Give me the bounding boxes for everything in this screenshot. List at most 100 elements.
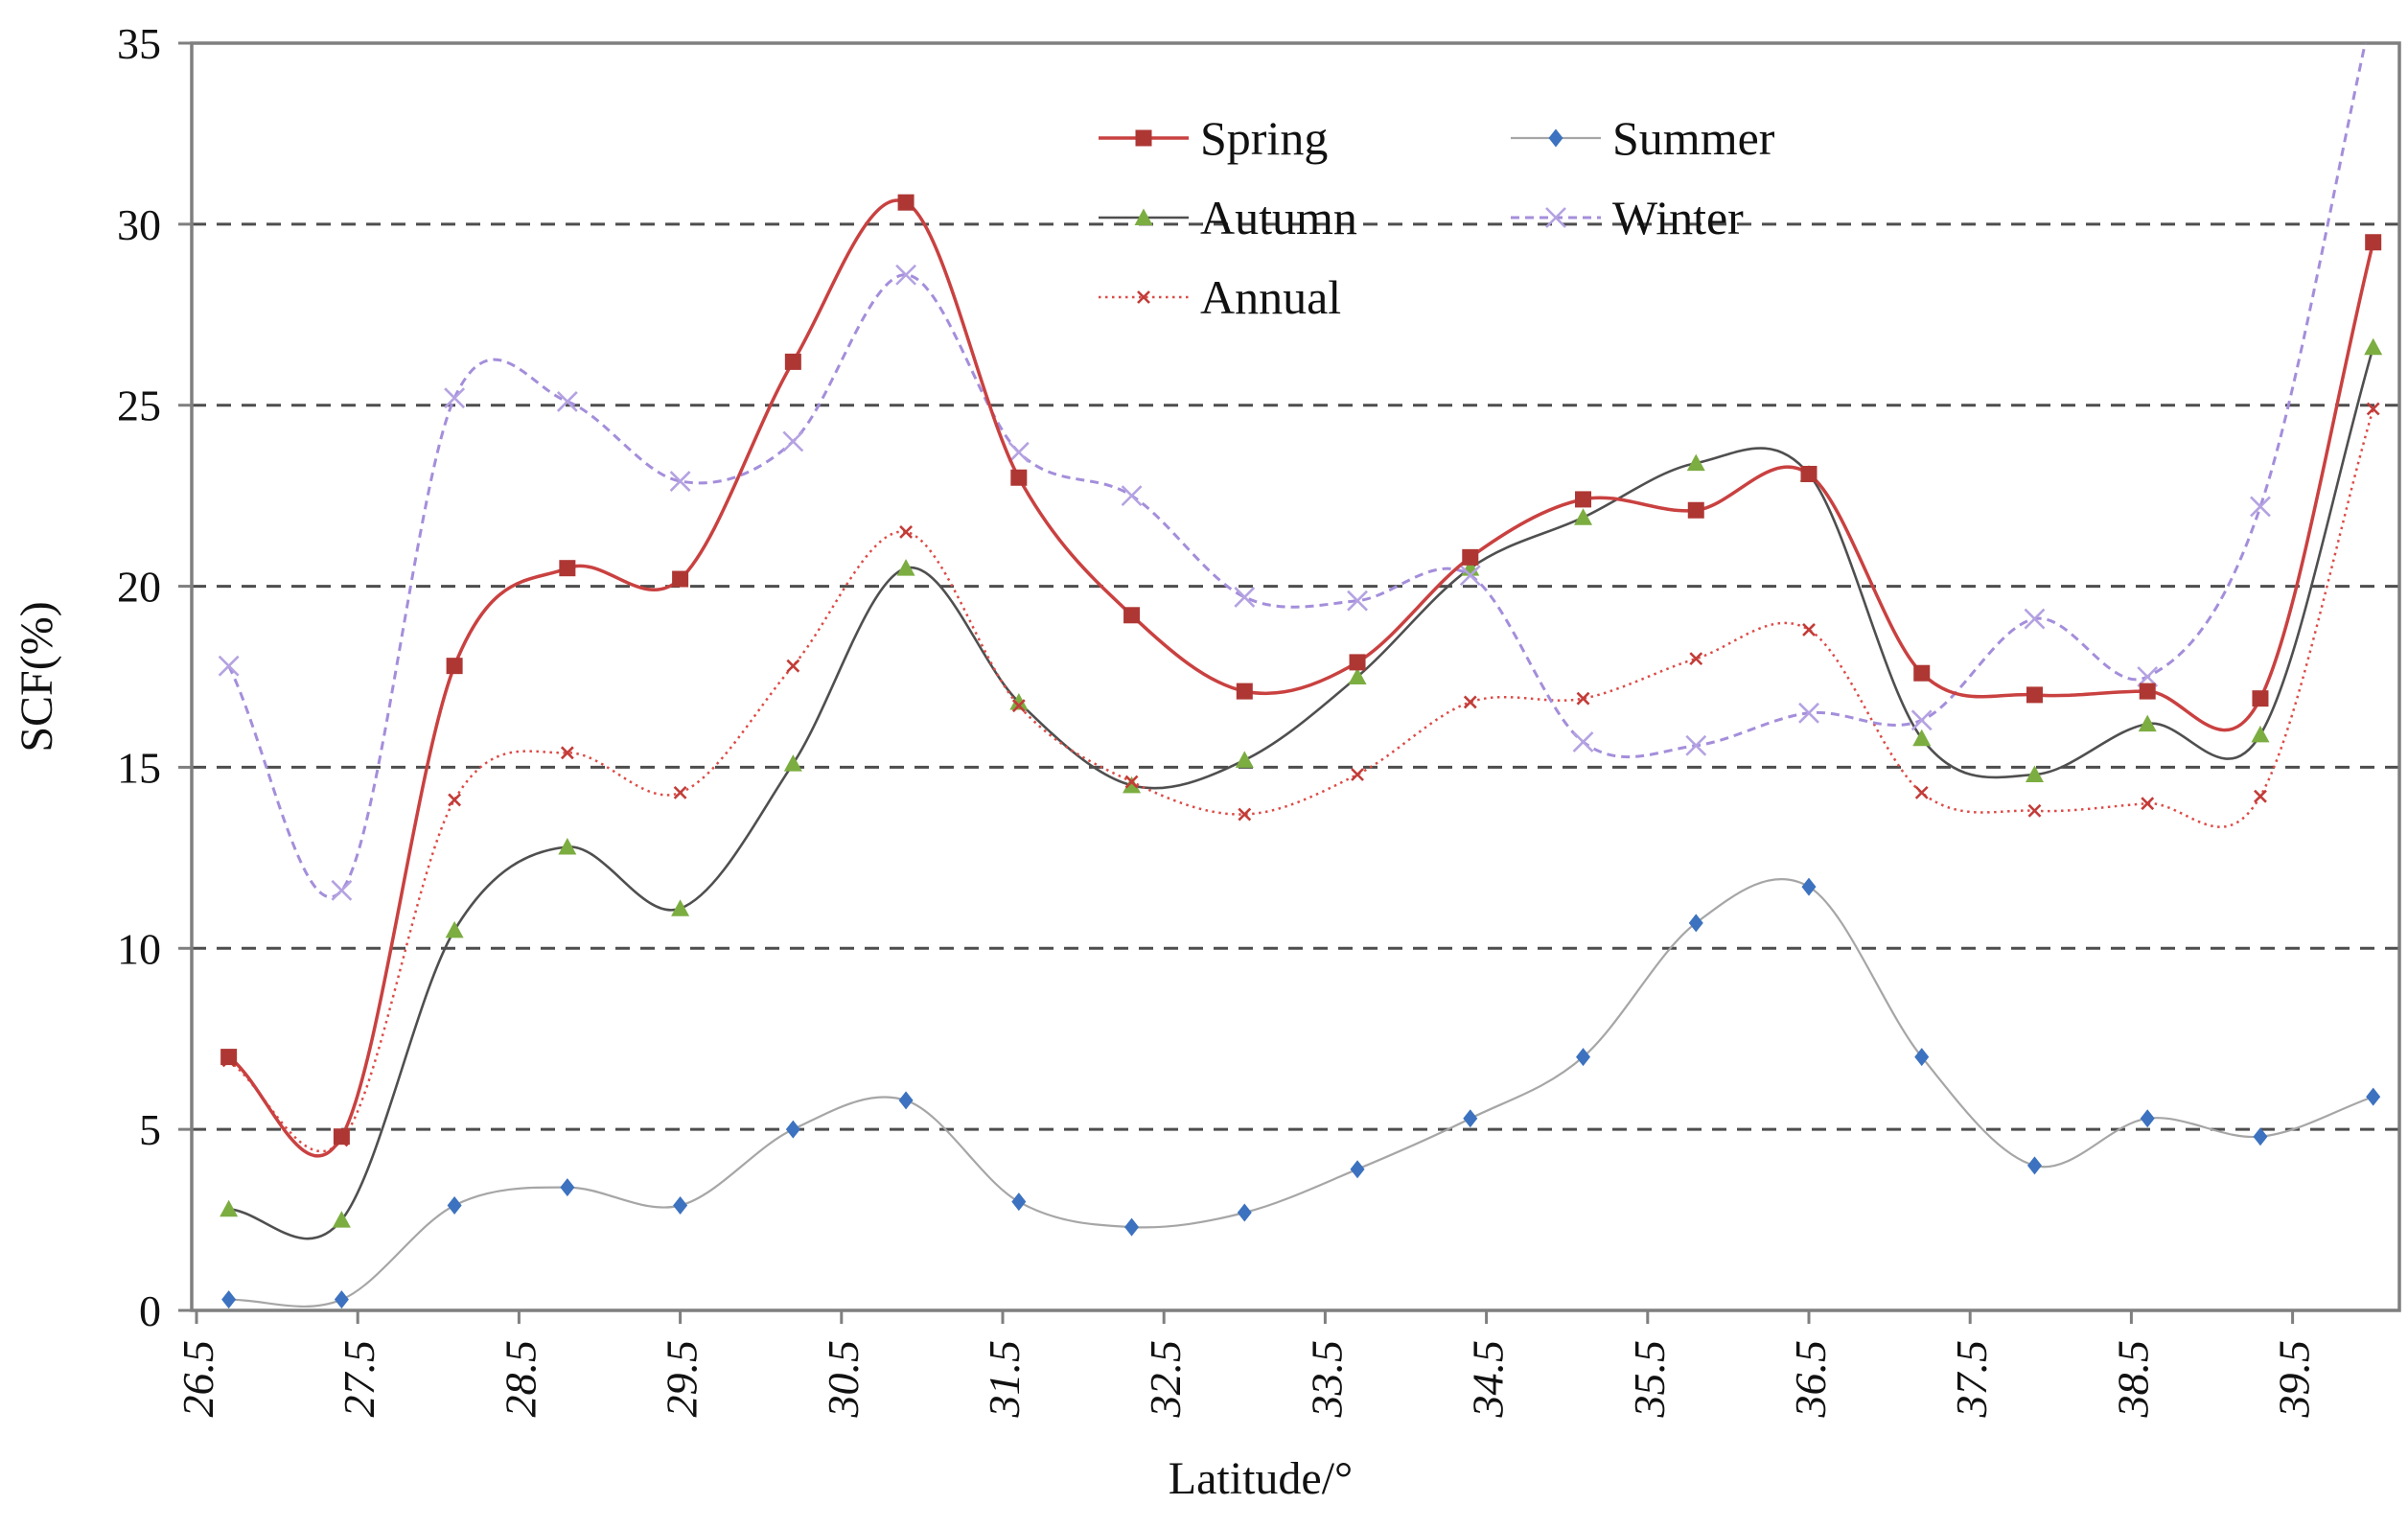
marker-diamond — [898, 1091, 914, 1110]
marker-diamond — [1914, 1048, 1930, 1067]
legend: Spring Summer Autumn Winter Annual — [1099, 111, 1775, 324]
marker-square — [784, 353, 801, 370]
tick-labels: 0 5 10 15 20 25 30 35 26.5 27.5 28.5 29.5 30.5 31.5 32… — [117, 19, 2319, 1419]
marker-square — [1135, 129, 1152, 147]
marker-diamond — [1688, 914, 1703, 933]
plot-border — [190, 41, 2401, 1312]
legend-item-autumn: Autumn — [1099, 191, 1357, 244]
y-tick-label: 25 — [117, 382, 161, 430]
marker-x-cross — [782, 430, 804, 452]
marker-x-cross — [556, 391, 578, 412]
marker-x-small — [1351, 768, 1364, 781]
marker-x-cross — [1572, 731, 1594, 752]
marker-square — [1800, 465, 1818, 482]
marker-x-small — [1576, 691, 1590, 706]
marker-square — [1575, 491, 1592, 508]
marker-triangle — [1912, 729, 1932, 747]
marker-triangle — [1348, 667, 1367, 684]
marker-square — [1123, 607, 1141, 624]
marker-triangle — [1574, 508, 1593, 525]
marker-diamond — [1576, 1048, 1591, 1067]
x-tick-label: 28.5 — [496, 1340, 544, 1418]
marker-square — [2252, 690, 2269, 707]
legend-item-winter: Winter — [1511, 191, 1744, 244]
x-tick-label: 39.5 — [2270, 1340, 2319, 1419]
x-tick-label: 34.5 — [1464, 1340, 1513, 1419]
x-tick-label: 27.5 — [335, 1340, 383, 1418]
marker-triangle — [220, 1199, 239, 1217]
marker-diamond — [560, 1178, 575, 1197]
marker-x-small — [899, 524, 913, 539]
axes — [178, 41, 2401, 1324]
marker-x-cross — [218, 655, 240, 677]
marker-diamond — [447, 1195, 462, 1215]
series-line — [227, 408, 2374, 1153]
marker-x-small — [1238, 807, 1252, 822]
marker-x-cross — [1121, 485, 1143, 507]
y-tick-label: 30 — [117, 200, 161, 249]
marker-diamond — [2140, 1109, 2155, 1128]
y-axis-title: SCF(%) — [12, 601, 62, 752]
x-tick-label: 30.5 — [819, 1340, 868, 1419]
x-tick-label: 33.5 — [1302, 1340, 1351, 1419]
legend-label: Summer — [1612, 111, 1775, 165]
marker-triangle — [332, 1211, 351, 1228]
marker-square — [333, 1128, 350, 1146]
marker-x-cross — [1459, 565, 1481, 587]
marker-square — [1913, 664, 1931, 682]
marker-square — [1687, 501, 1704, 519]
marker-x-small — [673, 785, 687, 799]
legend-item-spring: Spring — [1099, 111, 1328, 165]
marker-triangle — [896, 559, 915, 576]
marker-x-cross — [1347, 590, 1368, 612]
y-tick-label: 0 — [139, 1286, 161, 1335]
marker-triangle — [1235, 751, 1254, 768]
series-annual — [221, 402, 2380, 1153]
legend-label: Spring — [1200, 111, 1328, 165]
marker-x-small — [1463, 695, 1477, 709]
marker-x-small — [1137, 290, 1150, 304]
marker-diamond — [673, 1195, 688, 1215]
marker-triangle — [2364, 337, 2383, 356]
series-line — [228, 346, 2374, 1240]
marker-triangle — [445, 920, 464, 938]
marker-square — [1462, 548, 1479, 566]
marker-x-small — [2254, 789, 2267, 803]
legend-item-summer: Summer — [1511, 111, 1775, 165]
legend-label: Annual — [1200, 270, 1341, 324]
marker-square — [1236, 683, 1253, 700]
x-axis-title: Latitude/° — [1169, 1453, 1353, 1504]
marker-square — [2365, 234, 2382, 251]
marker-x-cross — [1798, 702, 1819, 724]
marker-triangle — [783, 754, 802, 772]
marker-x-cross — [1545, 207, 1566, 228]
marker-diamond — [221, 1290, 237, 1309]
marker-diamond — [1801, 877, 1817, 896]
series-autumn — [220, 337, 2383, 1240]
legend-label: Autumn — [1200, 191, 1357, 244]
series-summer — [221, 877, 2381, 1309]
marker-x-cross — [1910, 709, 1933, 731]
marker-x-small — [448, 793, 462, 807]
marker-x-small — [2366, 402, 2380, 416]
y-tick-label: 35 — [117, 19, 161, 68]
y-tick-label: 10 — [117, 924, 161, 973]
series-line — [227, 198, 2375, 1158]
gridlines — [192, 222, 2399, 1131]
marker-x-cross — [331, 879, 353, 901]
marker-square — [1349, 654, 1366, 671]
legend-item-annual: Annual — [1099, 270, 1341, 324]
legend-label: Winter — [1612, 191, 1744, 244]
marker-x-small — [1124, 775, 1139, 789]
marker-x-small — [560, 746, 574, 760]
marker-square — [672, 570, 689, 588]
marker-diamond — [785, 1120, 800, 1139]
marker-x-cross — [1685, 734, 1707, 756]
marker-diamond — [1124, 1217, 1140, 1237]
marker-diamond — [1350, 1160, 1365, 1179]
marker-triangle — [2138, 714, 2157, 732]
marker-x-cross — [444, 387, 466, 409]
marker-square — [220, 1049, 238, 1066]
